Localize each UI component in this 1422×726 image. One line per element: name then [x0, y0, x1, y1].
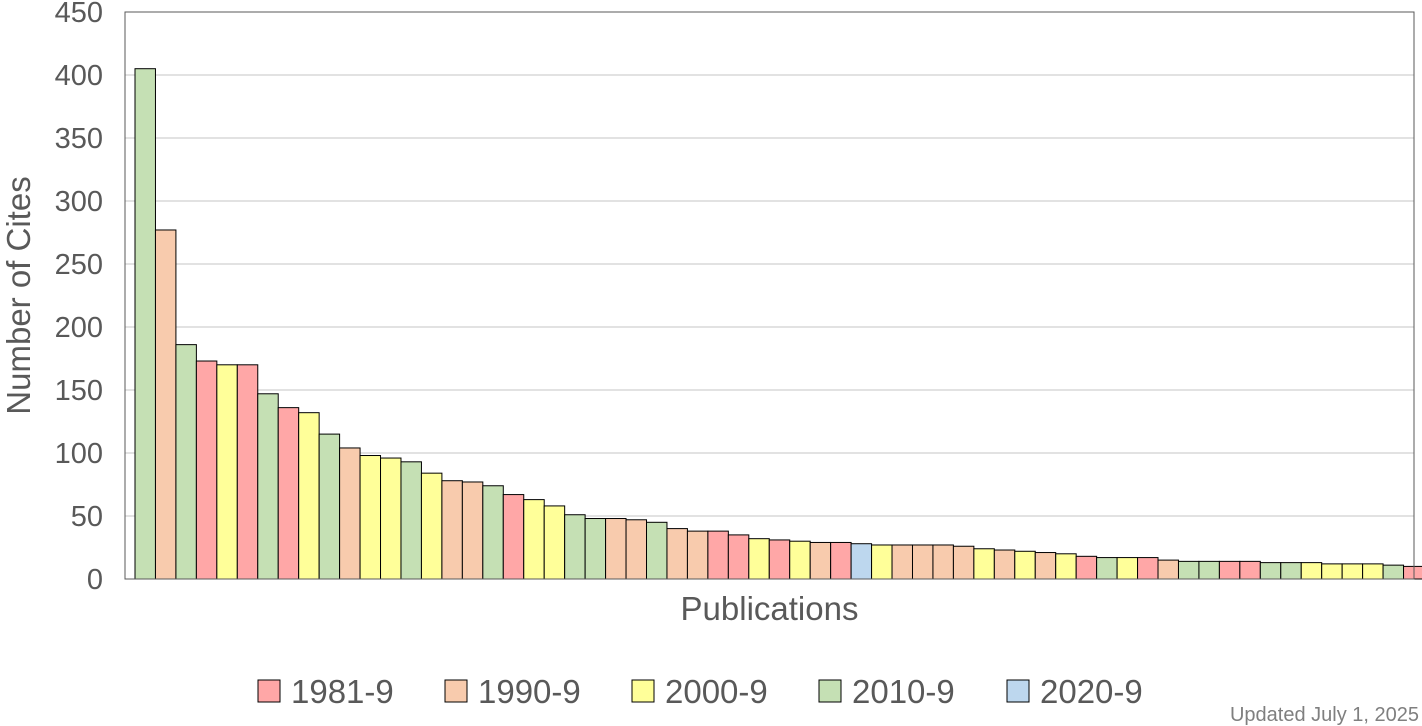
y-tick-labels: 0 50 100 150 200 250 300 350 400 450	[55, 0, 103, 596]
bar	[1403, 565, 1422, 580]
legend-item: 2010-9	[818, 673, 955, 710]
y-tick-label: 50	[71, 501, 103, 533]
y-tick-label: 250	[55, 249, 103, 281]
bar	[952, 545, 975, 580]
bar	[993, 549, 1016, 580]
legend-swatch	[1006, 679, 1030, 703]
y-tick-label: 350	[55, 123, 103, 155]
bar	[830, 541, 852, 580]
bar	[134, 68, 156, 580]
bar	[646, 521, 668, 580]
bar	[1137, 557, 1159, 580]
bar	[605, 518, 627, 580]
bar	[1300, 562, 1323, 580]
bar	[1198, 560, 1220, 580]
legend-item: 1981-9	[257, 673, 394, 710]
bar	[809, 541, 832, 580]
legend-item: 2000-9	[631, 673, 768, 710]
bar	[1116, 557, 1139, 580]
legend-item: 1990-9	[444, 673, 581, 710]
legend-label: 2020-9	[1040, 673, 1143, 710]
y-tick-label: 300	[55, 186, 103, 218]
bar	[257, 393, 279, 580]
legend-swatch	[631, 679, 655, 703]
bar	[911, 544, 934, 580]
bar	[461, 481, 484, 580]
bar	[1075, 555, 1098, 580]
bar	[564, 514, 586, 580]
bar	[482, 485, 504, 580]
bar	[666, 528, 688, 580]
bar	[1259, 562, 1282, 580]
y-tick-label: 450	[55, 0, 103, 29]
updated-note: Updated July 1, 2025	[1230, 704, 1419, 726]
bar	[1362, 563, 1384, 580]
bar	[1341, 563, 1364, 580]
bar	[1177, 560, 1200, 580]
bar	[1034, 552, 1057, 580]
x-axis-title: Publications	[681, 590, 859, 627]
legend-swatch	[818, 679, 842, 703]
bar	[748, 538, 770, 580]
bar	[175, 344, 197, 580]
legend: 1981-9 1990-9 2000-9 2010-9 2020-9	[257, 673, 1143, 710]
bar	[871, 544, 893, 580]
bars	[134, 68, 1422, 580]
y-tick-label: 0	[87, 564, 103, 596]
bar	[502, 494, 525, 580]
bar	[1321, 563, 1343, 580]
bar	[236, 364, 259, 580]
bar	[850, 543, 873, 580]
bar	[1055, 553, 1077, 580]
bar	[707, 530, 729, 580]
bar	[543, 505, 566, 580]
bar	[1218, 560, 1241, 580]
bar	[973, 548, 995, 580]
bar	[932, 544, 954, 580]
y-tick-label: 150	[55, 375, 103, 407]
bar	[154, 229, 177, 580]
bar	[1014, 550, 1036, 580]
bar	[277, 407, 300, 580]
bar	[584, 518, 607, 580]
y-axis-title: Number of Cites	[0, 176, 37, 414]
bar	[441, 480, 463, 580]
bar	[1157, 559, 1179, 580]
bar	[686, 530, 709, 580]
legend-label: 1981-9	[291, 673, 394, 710]
bar	[1239, 560, 1261, 580]
bar	[400, 461, 422, 580]
legend-label: 2000-9	[665, 673, 768, 710]
bar	[216, 364, 238, 580]
bar	[318, 433, 341, 580]
bar	[420, 472, 443, 580]
legend-swatch	[444, 679, 468, 703]
bar	[339, 447, 361, 580]
legend-item: 2020-9	[1006, 673, 1143, 710]
bar	[380, 457, 402, 580]
bar	[891, 544, 913, 580]
bar	[195, 360, 218, 580]
bar	[298, 412, 320, 580]
legend-label: 1990-9	[478, 673, 581, 710]
bar	[1096, 557, 1118, 580]
bar	[1382, 564, 1405, 580]
y-tick-label: 200	[55, 312, 103, 344]
bar	[789, 540, 811, 580]
y-tick-label: 400	[55, 60, 103, 92]
bar	[359, 455, 382, 580]
bar	[625, 519, 648, 580]
y-tick-label: 100	[55, 438, 103, 470]
legend-swatch	[257, 679, 281, 703]
bar	[523, 499, 545, 580]
bar	[1280, 562, 1302, 580]
legend-label: 2010-9	[852, 673, 955, 710]
plot-area-border	[124, 11, 1415, 580]
bar	[768, 539, 791, 580]
bar	[727, 534, 750, 580]
